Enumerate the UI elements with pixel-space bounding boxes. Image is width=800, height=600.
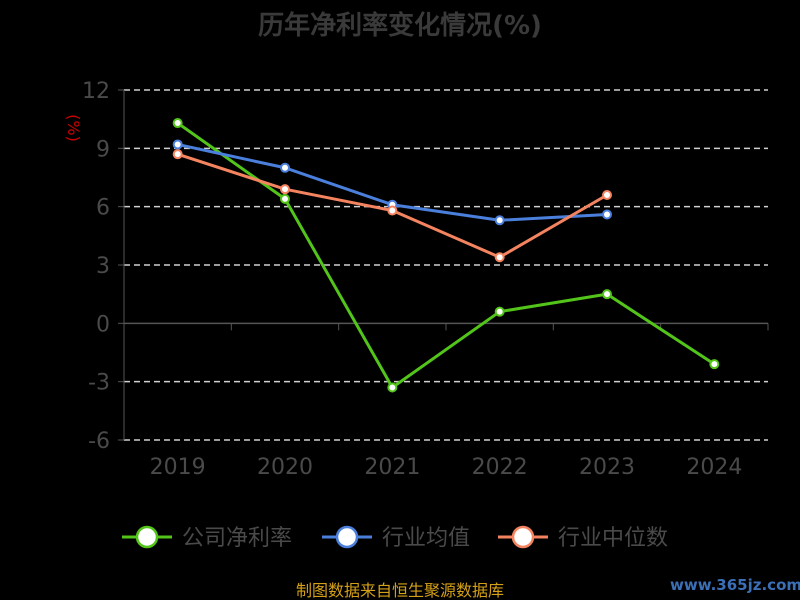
- data-point: [602, 190, 612, 200]
- y-tick-label: 6: [96, 196, 110, 221]
- x-tick-label: 2020: [257, 455, 313, 480]
- data-point: [280, 184, 290, 195]
- axes: [118, 89, 769, 441]
- gridlines: [124, 89, 768, 441]
- data-point: [602, 209, 612, 220]
- data-point: [387, 382, 398, 393]
- data-point: [387, 205, 398, 216]
- x-tick-label: 2024: [686, 455, 742, 480]
- y-tick-label: -6: [88, 429, 110, 454]
- legend-marker: [135, 525, 159, 549]
- data-point: [494, 252, 505, 263]
- legend-label: 行业中位数: [558, 526, 668, 551]
- y-tick-labels: 12 9 6 3 0 -3 -6: [82, 79, 110, 454]
- data-source-note: 制图数据来自恒生聚源数据库: [296, 581, 504, 600]
- data-point: [280, 162, 290, 173]
- data-point: [602, 289, 612, 300]
- series-layer: [172, 118, 720, 393]
- data-point: [172, 149, 183, 160]
- data-point: [172, 118, 183, 129]
- x-tick-label: 2021: [364, 455, 420, 480]
- data-point: [709, 359, 720, 370]
- legend-marker: [511, 525, 535, 549]
- series-line: [176, 121, 716, 389]
- data-point: [172, 139, 183, 150]
- legend-label: 公司净利率: [182, 526, 292, 551]
- legend-marker: [335, 525, 359, 549]
- data-point: [494, 306, 505, 317]
- x-tick-label: 2023: [579, 455, 635, 480]
- x-tick-label: 2022: [472, 455, 528, 480]
- data-point: [494, 215, 505, 226]
- y-tick-label: 3: [96, 254, 110, 279]
- chart-title: 历年净利率变化情况(%): [258, 10, 542, 41]
- y-tick-label: 0: [96, 312, 110, 337]
- data-point: [280, 193, 290, 204]
- x-tick-labels: 2019 2020 2021 2022 2023 2024: [150, 455, 743, 480]
- y-axis-label: (%): [64, 114, 83, 142]
- watermark: www.365jz.com: [670, 576, 800, 594]
- legend-label: 行业均值: [382, 526, 470, 551]
- legend: 公司净利率 行业均值 行业中位数: [122, 525, 668, 551]
- y-tick-label: 9: [96, 137, 110, 162]
- x-tick-label: 2019: [150, 455, 206, 480]
- y-tick-label: 12: [82, 79, 110, 104]
- y-tick-label: -3: [88, 371, 110, 396]
